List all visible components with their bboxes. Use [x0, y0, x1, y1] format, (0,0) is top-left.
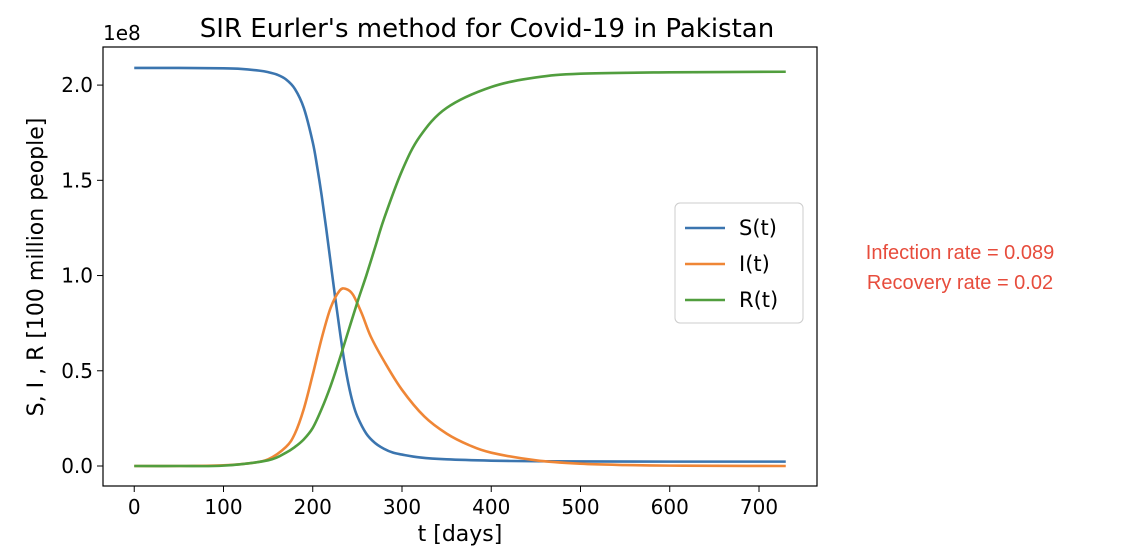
y-tick-label: 1.5: [61, 168, 93, 192]
x-axis: 0 100 200 300 400 500 600 700: [128, 486, 778, 519]
x-tick-label: 600: [651, 495, 689, 519]
x-axis-label: t [days]: [418, 522, 503, 547]
x-tick-label: 400: [472, 495, 510, 519]
legend-label: I(t): [739, 252, 770, 276]
x-tick-label: 700: [740, 495, 778, 519]
y-tick-label: 1.0: [61, 264, 93, 288]
x-tick-label: 0: [128, 495, 141, 519]
x-tick-label: 500: [561, 495, 599, 519]
y-tick-label: 0.5: [61, 359, 93, 383]
x-tick-label: 200: [294, 495, 332, 519]
series-layer: [134, 66, 786, 468]
x-tick-label: 300: [383, 495, 421, 519]
plot-frame: [102, 46, 818, 487]
y-axis: 0.0 0.5 1.0 1.5 2.0: [61, 73, 103, 478]
y-offset-label: 1e8: [103, 21, 141, 45]
legend: S(t) I(t) R(t): [674, 202, 804, 324]
y-tick-label: 2.0: [61, 73, 93, 97]
legend-box: [674, 202, 804, 324]
legend-label: S(t): [739, 216, 777, 240]
y-axis-label: S, I , R [100 million people]: [24, 118, 49, 417]
series-line-2: [134, 70, 786, 468]
series-line-0: [134, 66, 786, 463]
recovery-rate-annotation: Recovery rate = 0.02: [866, 272, 1054, 294]
y-tick-label: 0.0: [61, 454, 93, 478]
x-tick-label: 100: [204, 495, 242, 519]
plot-area: [102, 46, 818, 487]
infection-rate-annotation: Infection rate = 0.089: [865, 242, 1055, 264]
chart-title: SIR Eurler's method for Covid-19 in Paki…: [200, 14, 774, 44]
legend-label: R(t): [739, 288, 778, 312]
